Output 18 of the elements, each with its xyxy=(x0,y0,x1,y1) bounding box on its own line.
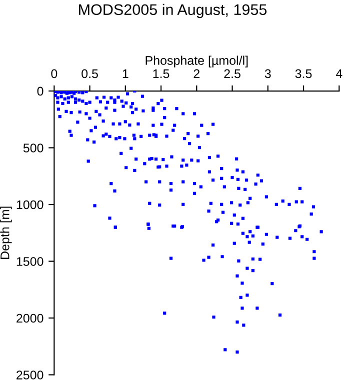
chart-title: MODS2005 in August, 1955 xyxy=(79,4,267,18)
x-tick-label: 0 xyxy=(51,69,58,78)
x-tick-label: 3 xyxy=(264,69,271,78)
y-tick-label: 1500 xyxy=(16,257,44,266)
x-tick-label: 0.5 xyxy=(82,69,98,78)
y-tick-label: 500 xyxy=(23,144,44,152)
x-tick-label: 3.5 xyxy=(295,69,312,78)
y-tick-label: 2500 xyxy=(16,370,44,380)
x-tick-label: 2 xyxy=(194,69,200,78)
x-tick-label: 4 xyxy=(336,69,342,78)
y-tick-label: 1000 xyxy=(16,200,44,210)
y-axis-title: Depth [m] xyxy=(0,206,12,259)
x-tick-label: 1.5 xyxy=(153,69,170,78)
y-tick-label: 0 xyxy=(37,86,44,96)
x-axis-title: Phosphate [µmol/l] xyxy=(146,56,248,68)
x-tick-label: 1 xyxy=(122,69,128,78)
x-tick-label: 2.5 xyxy=(224,69,240,78)
y-tick-label: 2000 xyxy=(16,314,44,323)
